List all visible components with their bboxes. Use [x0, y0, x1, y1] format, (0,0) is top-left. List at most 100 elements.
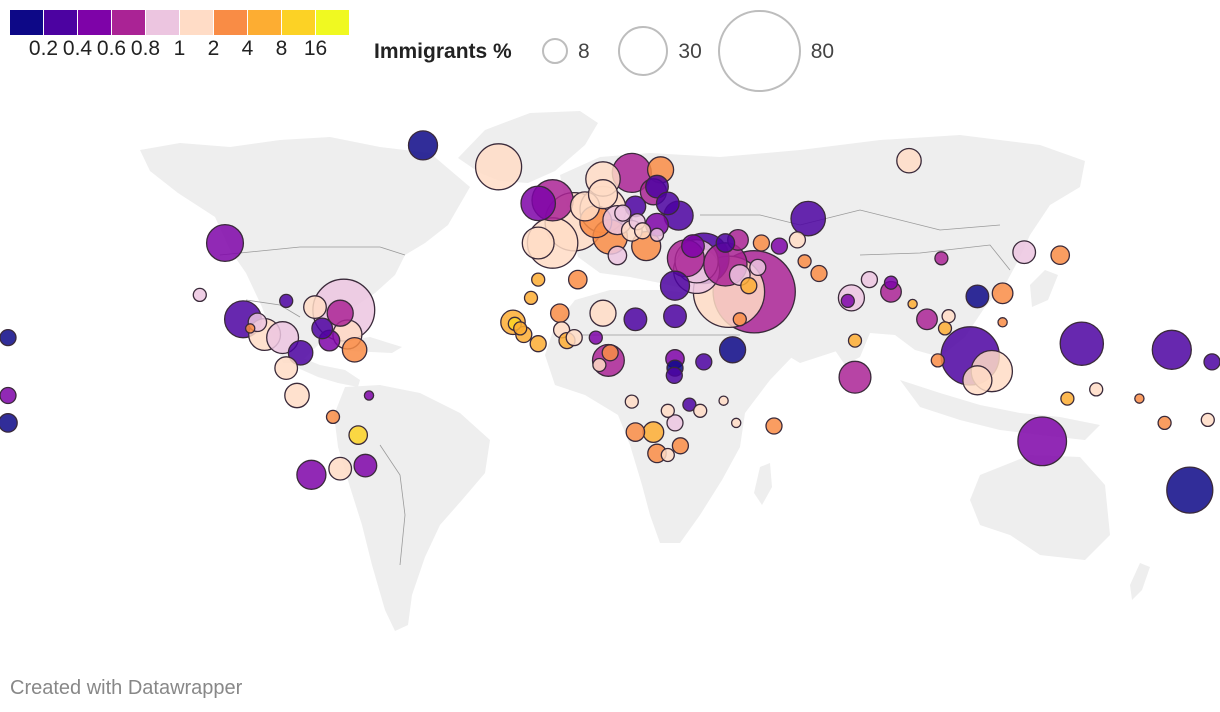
country-bubble[interactable]: [341, 336, 368, 363]
country-bubble[interactable]: [407, 130, 439, 161]
country-bubble[interactable]: [549, 303, 570, 324]
country-bubble[interactable]: [810, 264, 828, 283]
country-bubble[interactable]: [655, 191, 680, 216]
country-bubble[interactable]: [513, 321, 528, 336]
country-bubble[interactable]: [311, 317, 334, 340]
country-bubble[interactable]: [1166, 466, 1214, 514]
country-bubble[interactable]: [1050, 245, 1071, 266]
country-bubble[interactable]: [296, 459, 327, 490]
country-bubble[interactable]: [770, 237, 789, 255]
country-bubble[interactable]: [244, 323, 256, 334]
country-bubble[interactable]: [623, 307, 648, 332]
country-bubble[interactable]: [287, 339, 314, 366]
country-bubble[interactable]: [934, 251, 949, 266]
country-bubble[interactable]: [565, 328, 583, 347]
country-bubble[interactable]: [279, 293, 294, 309]
country-bubble[interactable]: [531, 272, 546, 287]
country-bubble[interactable]: [749, 258, 767, 277]
country-bubble[interactable]: [965, 284, 990, 309]
country-bubble[interactable]: [645, 174, 669, 199]
country-bubble[interactable]: [529, 335, 547, 353]
country-bubble[interactable]: [588, 330, 603, 345]
country-bubble[interactable]: [941, 309, 956, 324]
country-bubble[interactable]: [797, 254, 812, 269]
country-bubble[interactable]: [353, 453, 378, 478]
country-bubble[interactable]: [520, 185, 557, 222]
country-bubble[interactable]: [363, 390, 375, 401]
country-bubble[interactable]: [624, 394, 639, 409]
country-bubble[interactable]: [765, 417, 783, 435]
country-bubble[interactable]: [521, 226, 555, 260]
country-bubble[interactable]: [1203, 353, 1220, 371]
color-tick-label: 4: [241, 37, 254, 60]
country-bubble[interactable]: [671, 437, 690, 455]
country-bubble[interactable]: [937, 321, 953, 336]
country-bubble[interactable]: [589, 299, 617, 327]
country-bubble[interactable]: [907, 298, 918, 310]
country-bubble[interactable]: [607, 245, 628, 266]
country-bubble[interactable]: [1060, 391, 1075, 406]
country-bubble[interactable]: [1157, 415, 1172, 431]
country-bubble[interactable]: [328, 456, 353, 481]
country-bubble[interactable]: [681, 234, 705, 259]
country-bubble[interactable]: [614, 204, 632, 222]
country-bubble[interactable]: [718, 336, 747, 364]
country-bubble[interactable]: [303, 295, 327, 320]
country-bubble[interactable]: [997, 317, 1008, 328]
country-bubble[interactable]: [730, 417, 742, 429]
country-bubble[interactable]: [1012, 240, 1037, 265]
country-bubble[interactable]: [991, 282, 1014, 305]
country-bubble[interactable]: [274, 356, 299, 381]
country-bubble[interactable]: [659, 270, 691, 301]
country-bubble[interactable]: [625, 422, 646, 442]
country-bubble[interactable]: [740, 277, 758, 295]
country-bubble[interactable]: [695, 353, 713, 371]
country-bubble[interactable]: [660, 447, 675, 463]
country-bubble[interactable]: [840, 293, 855, 309]
country-bubble[interactable]: [930, 353, 945, 368]
country-bubble[interactable]: [523, 290, 539, 306]
country-bubble[interactable]: [649, 227, 665, 242]
country-bubble[interactable]: [790, 200, 827, 237]
country-bubble[interactable]: [838, 360, 872, 394]
country-bubble[interactable]: [752, 234, 771, 252]
country-bubble[interactable]: [592, 357, 607, 373]
country-bubble[interactable]: [732, 312, 747, 327]
country-bubble[interactable]: [1200, 412, 1215, 428]
country-bubble[interactable]: [788, 231, 807, 249]
country-bubble[interactable]: [693, 403, 708, 418]
country-bubble[interactable]: [1089, 382, 1104, 397]
country-bubble[interactable]: [587, 179, 619, 210]
country-bubble[interactable]: [1151, 329, 1192, 370]
country-bubble[interactable]: [665, 366, 683, 385]
country-bubble[interactable]: [325, 409, 341, 425]
country-bubble[interactable]: [896, 147, 922, 174]
country-bubble[interactable]: [348, 425, 369, 445]
country-bubble[interactable]: [660, 403, 675, 418]
country-bubble[interactable]: [715, 233, 736, 253]
country-bubble[interactable]: [883, 275, 899, 290]
country-bubble[interactable]: [0, 386, 17, 405]
country-bubble[interactable]: [1017, 416, 1068, 467]
country-bubble[interactable]: [633, 222, 652, 240]
country-bubble[interactable]: [847, 333, 863, 348]
country-bubble[interactable]: [682, 397, 697, 412]
country-bubble[interactable]: [962, 365, 993, 396]
country-bubble[interactable]: [601, 344, 619, 362]
country-bubble[interactable]: [284, 382, 310, 409]
country-bubble[interactable]: [0, 328, 17, 347]
country-bubble[interactable]: [0, 413, 18, 433]
country-bubble[interactable]: [916, 308, 938, 331]
country-bubble[interactable]: [474, 143, 523, 191]
country-bubble[interactable]: [1059, 321, 1105, 366]
country-bubble[interactable]: [666, 414, 684, 432]
country-bubble[interactable]: [1134, 393, 1145, 404]
country-bubble[interactable]: [192, 287, 207, 303]
country-bubble[interactable]: [205, 223, 245, 263]
country-bubble[interactable]: [326, 299, 354, 327]
country-bubble[interactable]: [663, 304, 687, 329]
country-bubble[interactable]: [860, 270, 879, 289]
country-bubble[interactable]: [642, 421, 665, 444]
country-bubble[interactable]: [718, 395, 729, 406]
country-bubble[interactable]: [567, 269, 588, 290]
